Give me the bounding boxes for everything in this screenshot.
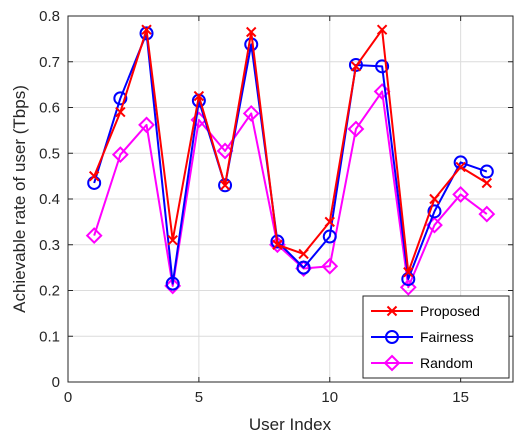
- x-marker-stroke: [246, 26, 257, 38]
- data-point-fairness: [427, 204, 442, 219]
- x-marker-stroke: [272, 239, 283, 250]
- x-marker-stroke: [455, 161, 466, 173]
- data-point-proposed: [272, 239, 283, 250]
- data-point-proposed: [193, 90, 205, 102]
- data-point-fairness: [191, 93, 206, 108]
- legend-label-proposed: Proposed: [420, 303, 480, 319]
- data-point-random: [399, 278, 417, 296]
- x-marker-stroke: [115, 106, 126, 118]
- data-point-proposed: [429, 193, 440, 205]
- x-tick-label: 10: [321, 389, 338, 406]
- data-point-proposed: [246, 26, 257, 38]
- y-tick-label: 0.8: [39, 8, 60, 25]
- x-marker-stroke: [219, 180, 231, 191]
- x-marker-stroke: [167, 234, 178, 246]
- series-layer: [85, 24, 496, 296]
- legend-label-random: Random: [420, 355, 473, 371]
- y-tick-label: 0.3: [39, 237, 60, 254]
- legend-item-proposed: Proposed: [371, 303, 480, 319]
- x-marker-stroke: [429, 193, 440, 205]
- y-tick-label: 0.7: [39, 54, 60, 71]
- legend-marker-proposed: [386, 305, 398, 317]
- data-point-random: [478, 205, 496, 223]
- x-marker-stroke: [403, 266, 414, 278]
- x-marker-stroke: [88, 170, 100, 182]
- series-line-random: [93, 90, 488, 289]
- data-point-random: [111, 146, 129, 164]
- data-point-proposed: [167, 234, 178, 246]
- legend-item-random: Random: [371, 354, 473, 372]
- data-point-proposed: [298, 248, 309, 260]
- x-marker-stroke: [350, 61, 362, 72]
- data-point-proposed: [455, 161, 466, 173]
- data-point-proposed: [88, 170, 100, 182]
- data-point-proposed: [481, 177, 493, 189]
- data-point-random: [164, 277, 182, 295]
- data-point-proposed: [141, 24, 152, 35]
- data-point-fairness: [270, 234, 285, 249]
- series-random: [85, 83, 496, 296]
- legend: Proposed Fairness Random: [362, 295, 510, 379]
- x-tick-label: 5: [195, 389, 203, 406]
- y-tick-label: 0.5: [39, 145, 60, 162]
- x-marker-stroke: [386, 305, 398, 317]
- data-point-random: [347, 120, 365, 138]
- data-point-random: [268, 236, 286, 254]
- legend-marker-random: [383, 354, 401, 372]
- legend-item-fairness: Fairness: [371, 329, 474, 345]
- y-tick-label: 0.1: [39, 328, 60, 345]
- y-tick-label: 0.4: [39, 191, 60, 208]
- x-tick-label: 0: [64, 389, 72, 406]
- data-point-random: [138, 116, 155, 134]
- data-point-fairness: [375, 59, 390, 74]
- data-point-proposed: [115, 106, 126, 118]
- series-line-fairness: [93, 32, 488, 285]
- x-marker-stroke: [481, 177, 493, 189]
- data-point-fairness: [113, 91, 128, 106]
- data-point-proposed: [219, 180, 231, 191]
- data-point-fairness: [139, 26, 154, 41]
- legend-label-fairness: Fairness: [420, 329, 474, 345]
- data-point-random: [85, 227, 103, 245]
- axis-ticks: 0 5 10 15 0 0.1 0.2 0.3 0.4 0.5 0.6 0.7 0.8: [39, 8, 513, 406]
- series-line-proposed: [93, 28, 488, 274]
- data-point-fairness: [479, 164, 494, 179]
- data-point-proposed: [324, 216, 335, 228]
- x-marker-stroke: [376, 24, 388, 35]
- y-tick-label: 0: [52, 374, 60, 391]
- y-tick-label: 0.6: [39, 100, 60, 117]
- x-axis-label: User Index: [249, 415, 332, 434]
- data-point-fairness: [218, 178, 233, 193]
- series-proposed: [88, 24, 493, 278]
- x-tick-label: 15: [452, 389, 469, 406]
- data-point-random: [295, 260, 313, 277]
- x-marker-stroke: [141, 24, 152, 35]
- data-point-random: [242, 105, 260, 122]
- data-point-fairness: [296, 260, 311, 275]
- y-tick-label: 0.2: [39, 283, 60, 300]
- data-point-random: [452, 186, 470, 203]
- legend-marker-fairness: [385, 330, 399, 344]
- data-point-proposed: [403, 266, 414, 278]
- y-axis-label: Achievable rate of user (Tbps): [10, 85, 29, 313]
- data-point-fairness: [165, 276, 180, 291]
- data-point-random: [321, 257, 339, 275]
- x-marker-stroke: [324, 216, 335, 228]
- data-point-fairness: [322, 229, 337, 244]
- data-point-proposed: [350, 61, 362, 72]
- x-marker-stroke: [298, 248, 309, 260]
- data-point-proposed: [376, 24, 388, 35]
- data-point-random: [373, 83, 391, 100]
- x-marker-stroke: [193, 90, 205, 102]
- data-point-random: [216, 142, 234, 160]
